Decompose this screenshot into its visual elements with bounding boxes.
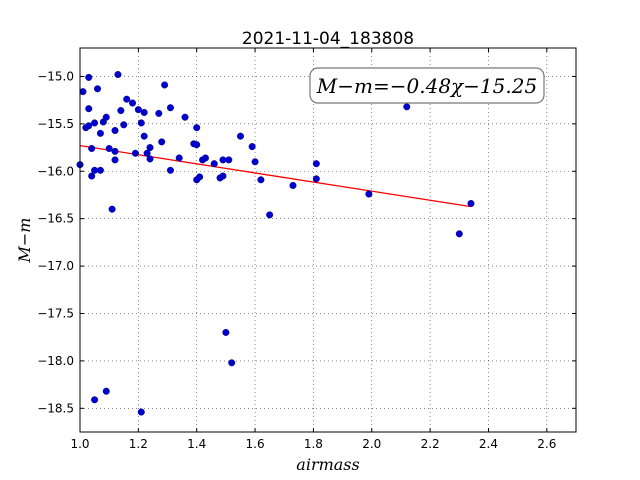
data-point [91,119,99,127]
data-point [79,88,87,96]
y-tick-label: −16.5 [37,212,74,226]
data-point [219,172,227,180]
data-point [201,154,209,162]
y-tick-label: −15.0 [37,69,74,83]
data-point [117,107,125,115]
x-tick-label: 1.0 [70,437,89,451]
data-point [91,396,99,404]
data-point [111,147,119,155]
data-point [96,166,104,174]
data-point [140,108,148,116]
data-point [257,176,265,184]
data-point [228,359,236,367]
y-tick-label: −18.0 [37,354,74,368]
data-point [266,211,274,219]
data-point [455,230,463,238]
data-point [105,145,113,153]
data-point [111,126,119,134]
data-point [131,149,139,157]
data-point [134,106,142,114]
y-tick-label: −17.5 [37,306,74,320]
data-point [129,99,137,107]
data-point [143,149,151,157]
x-tick-label: 1.6 [246,437,265,451]
data-point [219,156,227,164]
data-point [137,408,145,416]
data-point [102,387,110,395]
data-point [166,104,174,112]
data-point [88,145,96,153]
data-point [88,172,96,180]
data-point [85,73,93,81]
data-point [146,144,154,152]
data-point [91,166,99,174]
data-point [108,205,116,213]
data-point [181,113,189,121]
data-point [196,173,204,181]
y-tick-label: −16.0 [37,164,74,178]
axes-frame [79,47,577,433]
data-point [85,105,93,113]
data-point [161,81,169,89]
fit-equation: M−m=−0.48χ−15.25 [316,74,537,98]
x-tick-label: 2.4 [479,437,498,451]
data-point [403,103,411,111]
data-point [155,109,163,117]
data-point [120,121,128,129]
y-tick-label: −18.5 [37,401,74,415]
data-point [137,119,145,127]
data-point [365,190,373,198]
data-point [312,160,320,168]
data-point [85,122,93,130]
y-tick-label: −17.0 [37,259,74,273]
data-point [289,181,297,189]
data-point [123,95,131,103]
x-tick-label: 1.4 [187,437,206,451]
data-point [467,199,475,207]
chart-title: 2021-11-04_183808 [242,29,414,49]
data-point [114,71,122,79]
data-point [225,156,233,164]
data-point [236,132,244,140]
data-point [210,160,218,168]
x-tick-label: 2.6 [537,437,556,451]
x-tick-label: 1.8 [304,437,323,451]
data-point [166,166,174,174]
data-point [140,132,148,140]
data-point [158,138,166,146]
data-point [312,175,320,183]
data-point [102,113,110,121]
data-point [222,328,230,336]
annotation-box [309,67,545,104]
data-point [175,154,183,162]
x-tick-label: 1.2 [129,437,148,451]
data-point [96,129,104,137]
y-tick-label: −15.5 [37,117,74,131]
data-point [94,85,102,93]
data-point [193,124,201,132]
data-point [193,141,201,149]
x-axis-label: airmass [296,455,359,474]
fit-annotation: M−m=−0.48χ−15.25 [309,67,545,104]
data-point [146,155,154,163]
data-point [111,156,119,164]
x-tick-label: 2.0 [362,437,381,451]
data-point [248,143,256,151]
data-point [251,158,259,166]
x-tick-label: 2.2 [421,437,440,451]
y-axis-label: M−m [15,218,34,264]
